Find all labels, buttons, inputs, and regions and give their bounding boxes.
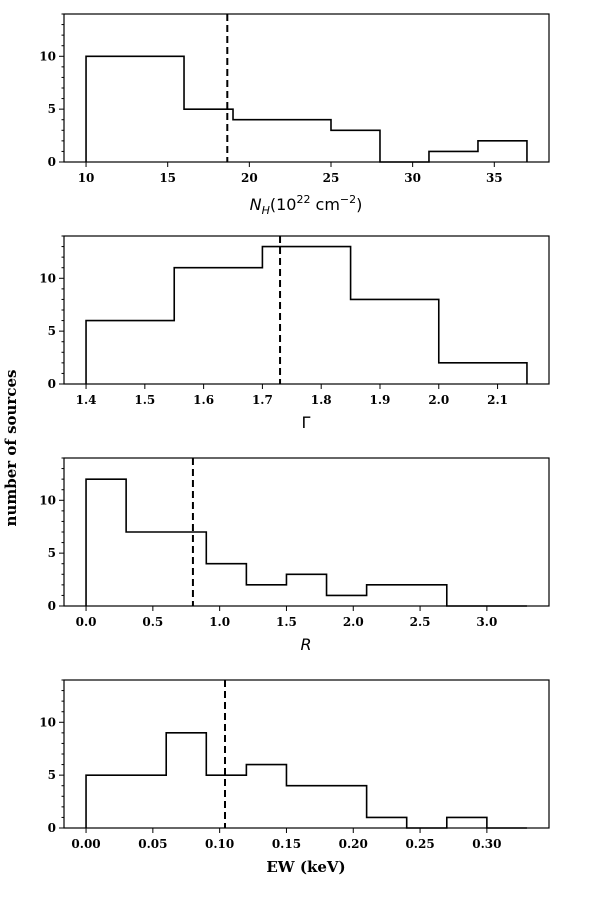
panel-ew-yticks: 0 5 10	[39, 679, 64, 835]
x-tick-label: 0.05	[138, 837, 167, 851]
panel-nh-frame	[63, 13, 550, 163]
shared-ylabel: number of sources	[2, 370, 20, 527]
y-tick-label: 0	[48, 377, 56, 391]
y-tick-label: 0	[48, 599, 56, 613]
x-tick-label: 1.5	[276, 615, 297, 629]
x-tick-label: 25	[323, 171, 340, 185]
x-tick-label: 20	[241, 171, 258, 185]
x-tick-label: 1.7	[252, 393, 273, 407]
x-tick-label: 0.30	[472, 837, 501, 851]
y-tick-label: 5	[48, 546, 56, 560]
panel-nh-yticks: 0 5 10	[39, 13, 64, 169]
y-tick-label: 10	[39, 271, 56, 285]
panel-r-xlabel: R	[300, 635, 311, 654]
x-tick-label: 1.5	[134, 393, 155, 407]
panel-ew-histogram-step	[85, 732, 527, 829]
panel-r-yticks: 0 5 10	[39, 457, 64, 613]
x-tick-label: 0.10	[205, 837, 234, 851]
y-tick-label: 10	[39, 715, 56, 729]
panel-gamma-yticks: 0 5 10	[39, 235, 64, 391]
x-tick-label: 1.9	[370, 393, 391, 407]
y-tick-label: 0	[48, 155, 56, 169]
panel-ew: 0 5 10 0.00 0.05 0.10 0.15 0.20 0.25 0.30 EW (ke…	[39, 679, 550, 876]
panel-nh-xticks: 10 15 20 25 30 35	[78, 162, 503, 185]
x-tick-label: 30	[404, 171, 421, 185]
panel-nh-xlabel: NH(1022 cm−2)	[250, 193, 363, 217]
x-tick-label: 15	[159, 171, 176, 185]
panel-r-xticks: 0.0 0.5 1.0 1.5 2.0 2.5 3.0	[76, 606, 497, 629]
x-tick-label: 1.4	[76, 393, 97, 407]
panel-r-histogram-step	[85, 478, 527, 607]
panel-gamma-xlabel: Γ	[302, 413, 311, 432]
x-tick-label: 1.6	[193, 393, 214, 407]
x-tick-label: 1.8	[311, 393, 332, 407]
y-tick-label: 5	[48, 324, 56, 338]
y-tick-label: 10	[39, 49, 56, 63]
y-tick-label: 0	[48, 821, 56, 835]
x-tick-label: 2.1	[487, 393, 508, 407]
panel-nh-histogram-step	[85, 55, 528, 163]
x-tick-label: 0.20	[339, 837, 368, 851]
x-tick-label: 3.0	[476, 615, 497, 629]
x-tick-label: 2.5	[410, 615, 431, 629]
x-tick-label: 35	[486, 171, 503, 185]
panel-gamma-xticks: 1.4 1.5 1.6 1.7 1.8 1.9 2.0 2.1	[76, 384, 508, 407]
panel-nh: 0 5 10 10 15 20 25 30 35 NH(1022 cm−2)	[39, 13, 550, 217]
x-tick-label: 10	[78, 171, 95, 185]
x-tick-label: 1.0	[209, 615, 230, 629]
panel-ew-xticks: 0.00 0.05 0.10 0.15 0.20 0.25 0.30	[71, 828, 501, 851]
x-tick-label: 0.25	[405, 837, 434, 851]
x-tick-label: 0.5	[142, 615, 163, 629]
panel-gamma-frame	[63, 235, 550, 385]
panel-ew-xlabel: EW (keV)	[266, 858, 345, 876]
y-tick-label: 5	[48, 768, 56, 782]
y-tick-label: 10	[39, 493, 56, 507]
x-tick-label: 2.0	[428, 393, 449, 407]
panel-r: 0 5 10 0.0 0.5 1.0 1.5 2.0 2.5 3.0 R	[39, 457, 550, 654]
x-tick-label: 0.0	[76, 615, 97, 629]
panel-gamma: 0 5 10 1.4 1.5 1.6 1.7 1.8 1.9 2.0 2.1 Γ	[39, 235, 550, 432]
x-tick-label: 0.15	[272, 837, 301, 851]
y-tick-label: 5	[48, 102, 56, 116]
panel-gamma-histogram-step	[85, 245, 528, 384]
x-tick-label: 2.0	[343, 615, 364, 629]
panel-ew-frame	[63, 679, 550, 829]
x-tick-label: 0.00	[71, 837, 100, 851]
